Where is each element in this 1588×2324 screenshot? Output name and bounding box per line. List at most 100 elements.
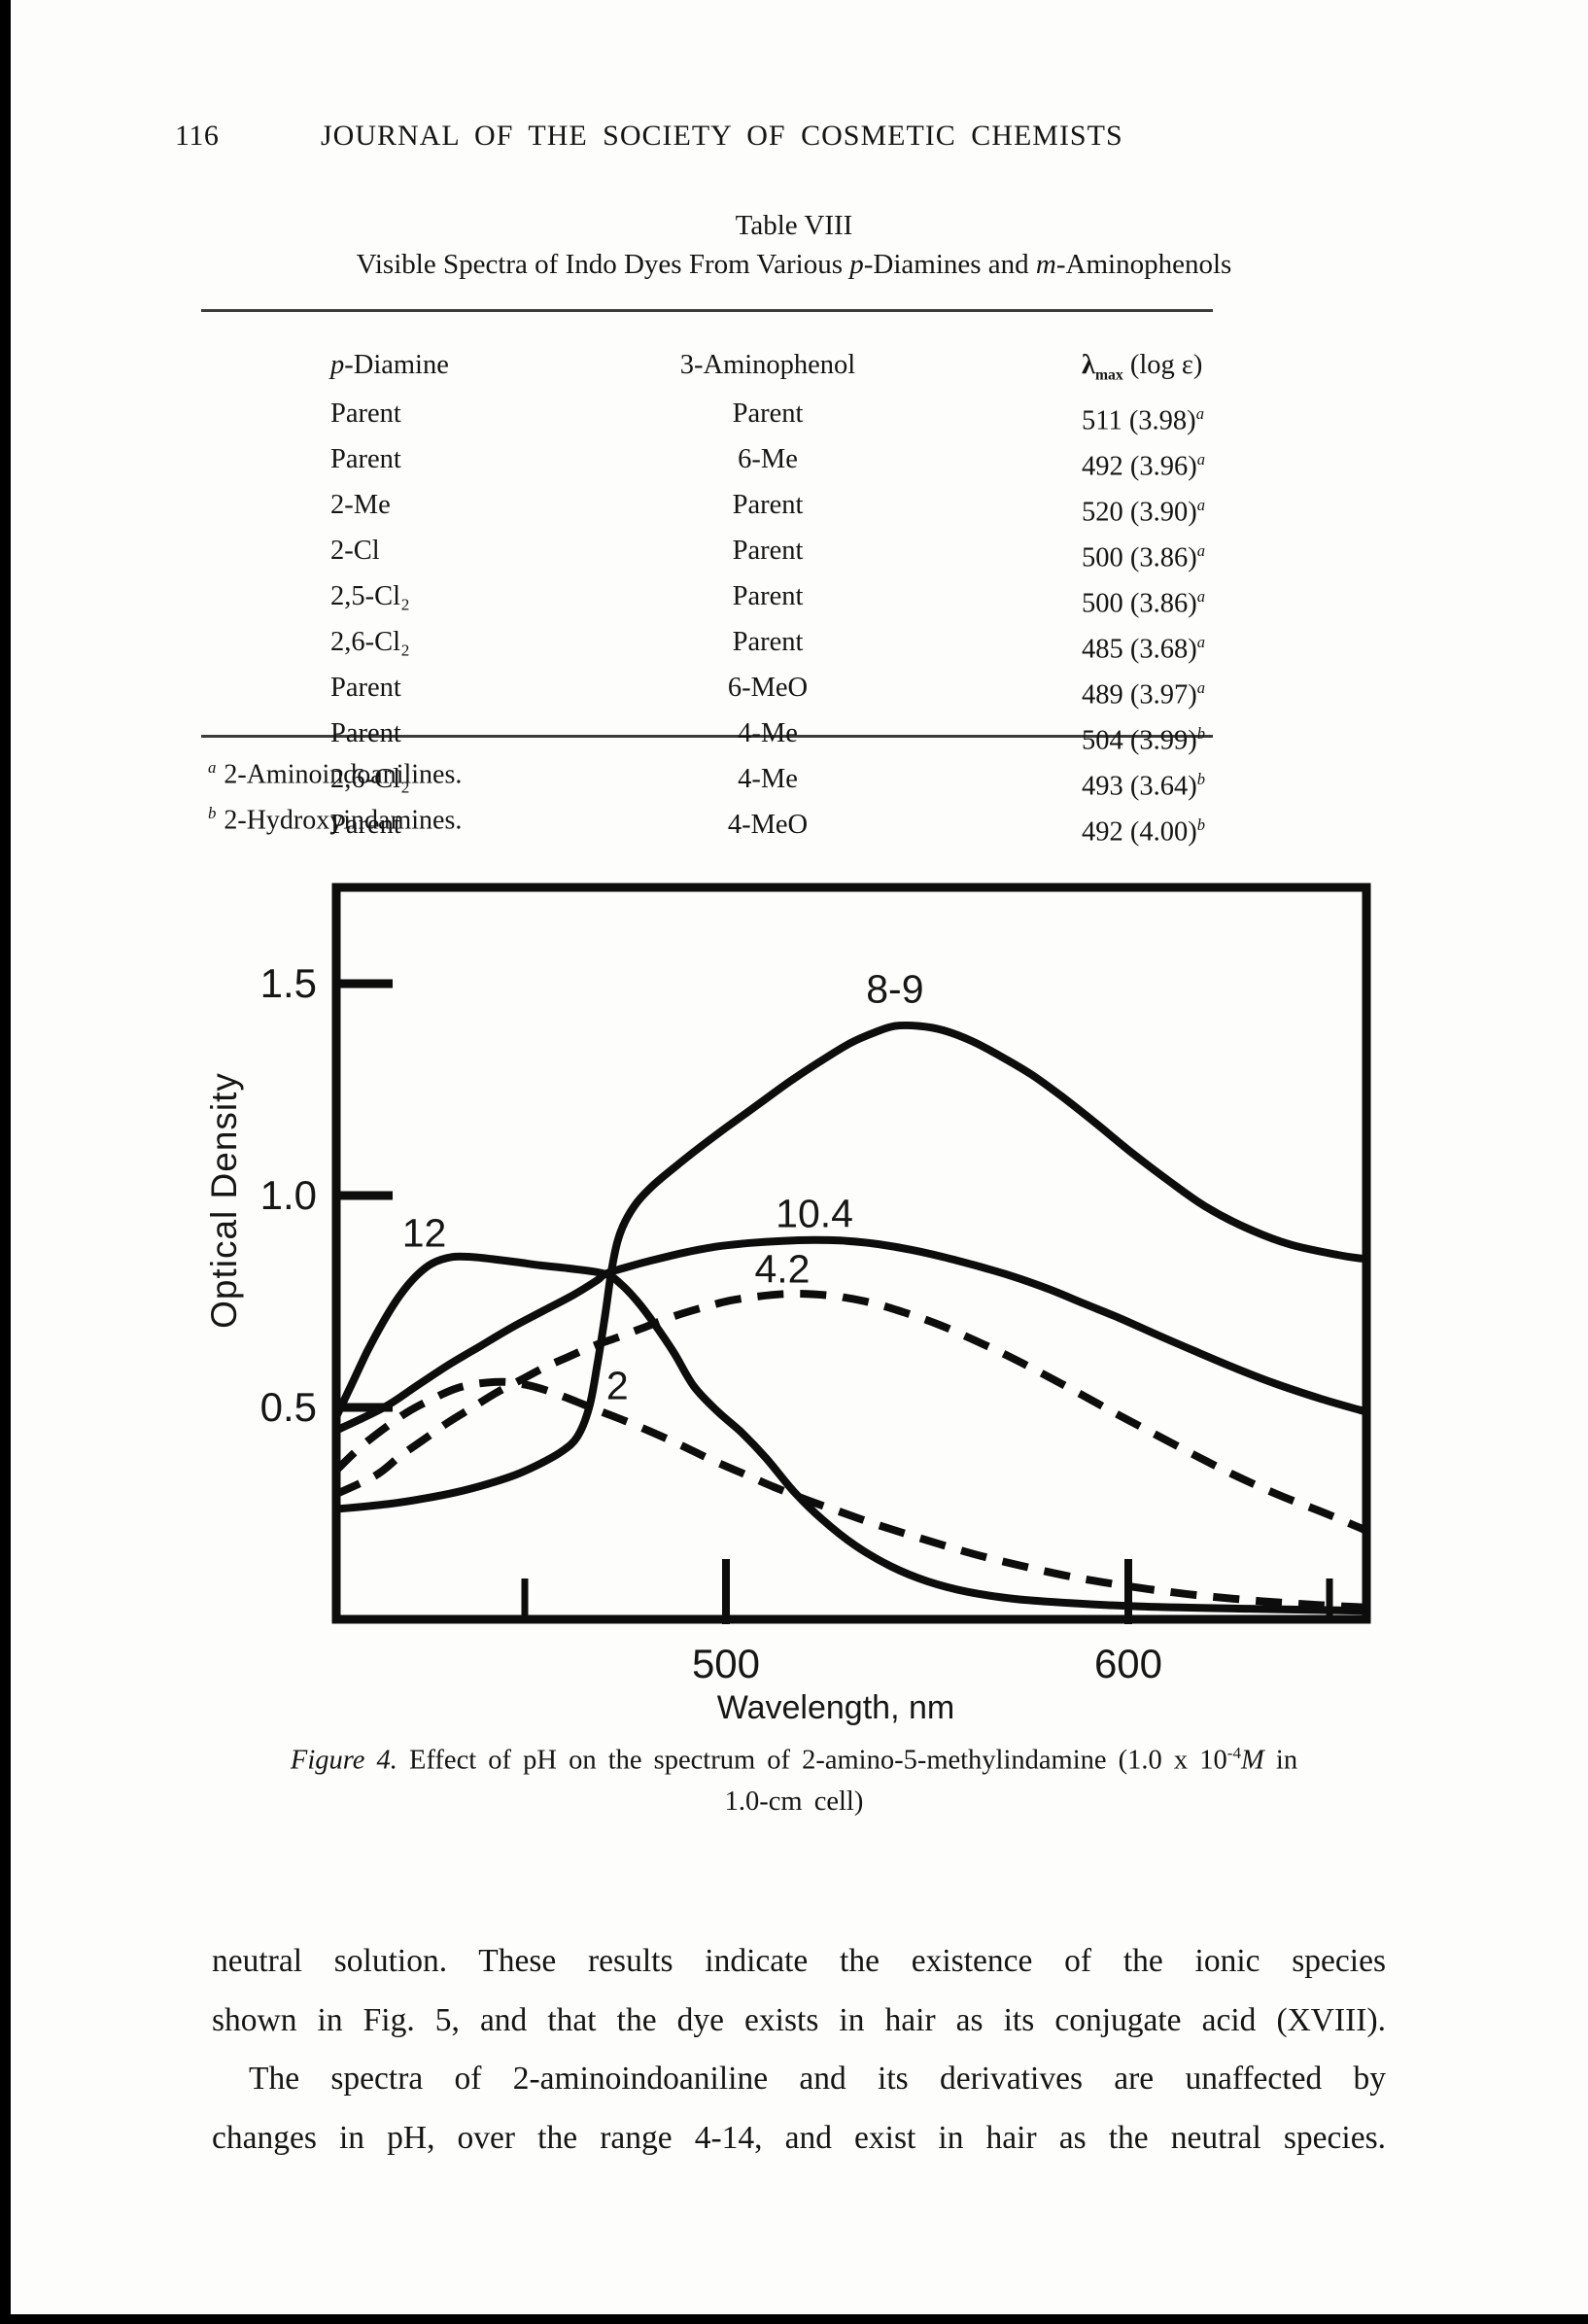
footnote: a 2-Aminoindoanilines. [208,748,462,794]
journal-title: JOURNAL OF THE SOCIETY OF COSMETIC CHEMI… [321,120,1123,152]
figure-label: Figure 4. [290,1745,397,1776]
curve-ph-2 [332,1377,1366,1612]
cell-p-diamine: Parent [330,399,401,430]
column-header-text: -Diamine [344,350,449,380]
table-row: 2,6-Cl₂ Parent 485 (3.68)a [204,623,1210,669]
cell-lambda-max: 493 (3.64)b [914,760,1210,806]
table-subtitle: Visible Spectra of Indo Dyes From Variou… [0,249,1588,281]
cell-lambda-max: 485 (3.68)a [914,623,1210,669]
indo-dye-spectra-table: p-Diamine 3-Aminophenol λmax (log ε) Par… [204,346,1210,851]
curve-ph-12 [331,1252,1366,1615]
table-subtitle-text: -Aminophenols [1055,249,1232,280]
lambda-value: 493 (3.64) [1082,771,1197,802]
cell-lambda-max: 511 (3.98)a [914,395,1210,440]
table-body: Parent Parent 511 (3.98)a Parent 6-Me 49… [204,395,1210,851]
molar-symbol: M [1241,1745,1264,1776]
body-paragraph-line: neutral solution. These results indicate… [212,1943,1386,1979]
y-tick-label: 1.5 [260,960,317,1006]
table-header-row: p-Diamine 3-Aminophenol λmax (log ε) [204,346,1210,395]
table-row: Parent 6-MeO 489 (3.97)a [204,669,1210,714]
column-header-p-diamine: p-Diamine [204,346,622,395]
y-tick-label: 1.0 [260,1172,317,1218]
x-tick-label: 600 [1094,1641,1162,1686]
footnote-marker: a [208,758,217,777]
cell-3-aminophenol: 6-MeO [727,673,809,704]
cell-lambda-max: 504 (3.99)b [914,714,1210,760]
cell-lambda-max: 489 (3.97)a [914,669,1210,714]
caption-text: in [1263,1745,1298,1776]
column-header-text: p [330,350,345,380]
caption-text: Effect of pH on the spectrum of 2-amino-… [397,1745,1227,1776]
footnote-marker: a [1196,633,1205,652]
x-tick-label: 500 [692,1641,760,1686]
curve-ph-4-2 [333,1289,1367,1535]
footnote-marker: a [1196,541,1205,561]
lambda-value: 500 (3.86) [1082,542,1197,573]
cell-p-diamine: 2-Me [330,490,391,521]
x-axis-title: Wavelength, nm [717,1689,954,1726]
cell-lambda-max: 492 (4.00)b [914,806,1210,851]
footnote-marker: a [1196,496,1205,515]
cell-3-aminophenol: 4-Me [738,764,798,795]
scan-edge-bottom [0,2314,1588,2324]
body-paragraph-line: changes in pH, over the range 4-14, and … [212,2119,1386,2156]
cell-3-aminophenol: Parent [732,536,804,567]
lambda-subscript: max [1095,366,1123,384]
body-paragraph-line: shown in Fig. 5, and that the dye exists… [212,2001,1386,2038]
chart-root: 0.5 1.0 1.5 500 600 Optical Density Wavelength… [204,883,1371,1726]
lambda-symbol: λ [1082,350,1095,380]
cell-p-diamine: Parent [330,718,401,749]
lambda-value: 511 (3.98) [1082,405,1196,436]
lambda-value: 492 (4.00) [1082,816,1197,848]
cell-3-aminophenol: 6-Me [738,444,798,475]
table-footnotes: a 2-Aminoindoanilines. b 2-Hydroxyindamine… [208,748,462,841]
cell-3-aminophenol: 4-Me [738,718,798,749]
figure-caption: Figure 4. Effect of pH on the spectrum o… [97,1733,1491,1822]
cell-p-diamine: Parent [330,810,401,841]
body-text: neutral solution. These results indicate… [212,1932,1386,2168]
column-header-3-aminophenol: 3-Aminophenol [679,350,856,380]
curve-label-ph-8-9: 8-9 [866,967,923,1012]
footnote-marker: b [208,804,217,823]
table-subtitle-m-italic: m [1035,249,1056,280]
table-rule-bottom [201,735,1213,738]
footnote-text: 2-Hydroxyindamines. [224,805,463,836]
curve-label-ph-2: 2 [606,1363,629,1407]
footnote-marker: a [1195,404,1204,424]
footnote-marker: a [1196,450,1205,469]
cell-3-aminophenol: Parent [732,490,804,521]
cell-lambda-max: 500 (3.86)a [914,532,1210,577]
curve-ph-8-9 [335,1021,1366,1513]
lambda-value: 520 (3.90) [1082,497,1197,528]
lambda-value: 489 (3.97) [1082,679,1197,711]
cell-lambda-max: 492 (3.96)a [914,440,1210,486]
cell-p-diamine: 2,6-Cl₂ [330,764,410,795]
table-subtitle-text: -Diamines and [863,249,1036,280]
lambda-value: 492 (3.96) [1082,451,1197,482]
table-title: Table VIII [735,210,853,241]
running-header: 116 JOURNAL OF THE SOCIETY OF COSMETIC C… [0,120,1588,158]
curve-label-ph-10-4: 10.4 [776,1192,853,1236]
table-subtitle-p-italic: p [849,249,864,280]
lambda-value: 500 (3.86) [1082,588,1197,619]
y-axis-title: Optical Density [204,1072,244,1329]
cell-lambda-max: 500 (3.86)a [914,577,1210,623]
page-number: 116 [175,120,220,152]
cell-p-diamine: 2,6-Cl₂ [330,627,410,658]
table-row: Parent 4-Me 504 (3.99)b [204,714,1210,760]
curve-label-ph-4-2: 4.2 [754,1246,810,1291]
y-tick-label: 0.5 [260,1384,317,1430]
footnote-text: 2-Aminoindoanilines. [224,759,463,790]
curve-ph-10-4 [333,1235,1367,1435]
table-row: Parent Parent 511 (3.98)a [204,395,1210,440]
table-row: 2,6-Cl₂ 4-Me 493 (3.64)b [204,760,1210,806]
figure-caption-line2: 1.0-cm cell) [724,1786,864,1817]
column-header-lambda-max: λmax (log ε) [914,346,1210,395]
body-paragraph-line: The spectra of 2-aminoindoaniline and it… [249,2061,1386,2097]
cell-p-diamine: 2-Cl [330,536,380,567]
cell-3-aminophenol: Parent [732,399,804,430]
table-row: 2,5-Cl₂ Parent 500 (3.86)a [204,577,1210,623]
footnote-marker: b [1196,724,1205,744]
log-epsilon-label: (log ε) [1122,350,1203,380]
